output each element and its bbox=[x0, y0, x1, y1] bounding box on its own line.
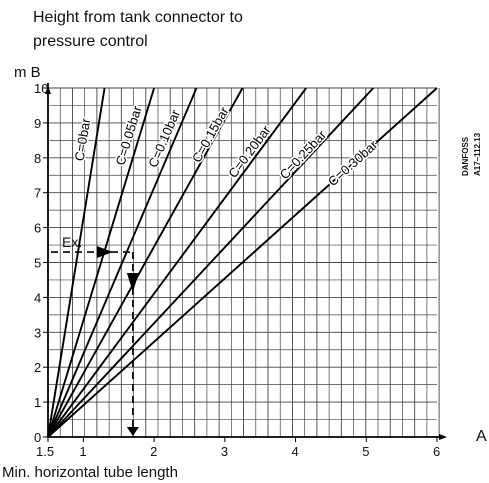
axes-layer bbox=[45, 83, 447, 440]
series-line bbox=[47, 87, 244, 438]
series-label: C=0.10bar bbox=[145, 107, 183, 170]
x-tick-label: 5 bbox=[362, 444, 369, 459]
y-tick-label: 4 bbox=[34, 290, 41, 305]
y-tick-label: 7 bbox=[34, 186, 41, 201]
example-arrow-down-middle bbox=[126, 272, 139, 293]
y-tick-label: 3 bbox=[34, 325, 41, 340]
x-tick-label: 4 bbox=[292, 444, 299, 459]
series-line bbox=[47, 87, 307, 438]
side-code-line-1: DANFOSS bbox=[461, 136, 470, 176]
y-tick-label: 8 bbox=[34, 151, 41, 166]
y-tick-label: 5 bbox=[34, 256, 41, 271]
side-code-line-2: A17–112.13 bbox=[473, 132, 482, 176]
series-line bbox=[47, 87, 438, 438]
y-axis-label: m B bbox=[14, 64, 41, 81]
y-tick-label: 2 bbox=[34, 360, 41, 375]
side-code-layer: DANFOSS A17–112.13 bbox=[461, 132, 482, 176]
x-axis-label: Min. horizontal tube length bbox=[2, 464, 178, 481]
x-tick-label: 1 bbox=[79, 444, 86, 459]
series-label: C=0.25bar bbox=[277, 127, 330, 182]
series-line bbox=[47, 87, 106, 438]
series-label: C=0bar bbox=[72, 117, 94, 163]
x-tick-label: 1.5 bbox=[36, 444, 54, 459]
y-tick-label: 1 bbox=[34, 395, 41, 410]
example-arrow-right bbox=[96, 246, 113, 259]
series-line bbox=[47, 87, 375, 438]
y-axis-arrow bbox=[45, 86, 51, 94]
x-tick-label: 3 bbox=[221, 444, 228, 459]
example-arrow-down-bottom bbox=[126, 427, 139, 436]
example-layer: Ex. bbox=[51, 234, 139, 436]
x-tick-label: 6 bbox=[433, 444, 440, 459]
x-axis-arrow bbox=[439, 434, 447, 440]
series-line bbox=[47, 87, 198, 438]
y-tick-label: 10 bbox=[34, 81, 48, 96]
series-label: C=0.30bar bbox=[325, 137, 381, 189]
x-tick-label: 2 bbox=[150, 444, 157, 459]
y-tick-label: 6 bbox=[34, 221, 41, 236]
y-tick-label: 0 bbox=[34, 430, 41, 445]
series-line bbox=[47, 87, 155, 438]
series-label: C=0.20bar bbox=[225, 122, 274, 181]
series-layer bbox=[47, 87, 438, 438]
curve-label-layer: C=0bar C=0.05bar C=0.10bar C=0.15barC=0.20b… bbox=[70, 102, 382, 191]
grid bbox=[47, 87, 440, 438]
x-axis-end-label: A bbox=[476, 428, 487, 445]
chart-title-line-1: Height from tank connector to bbox=[33, 9, 243, 26]
y-tick-label: 9 bbox=[34, 116, 41, 131]
series-label: C=0.15bar bbox=[189, 104, 232, 165]
tick-layer: 0 1 2 3 4 5 6 7 8 9 10 1.5 1 2 3 4 5 6 bbox=[34, 81, 440, 459]
example-label: Ex. bbox=[62, 234, 82, 250]
chart-title-line-2: pressure control bbox=[33, 33, 148, 50]
